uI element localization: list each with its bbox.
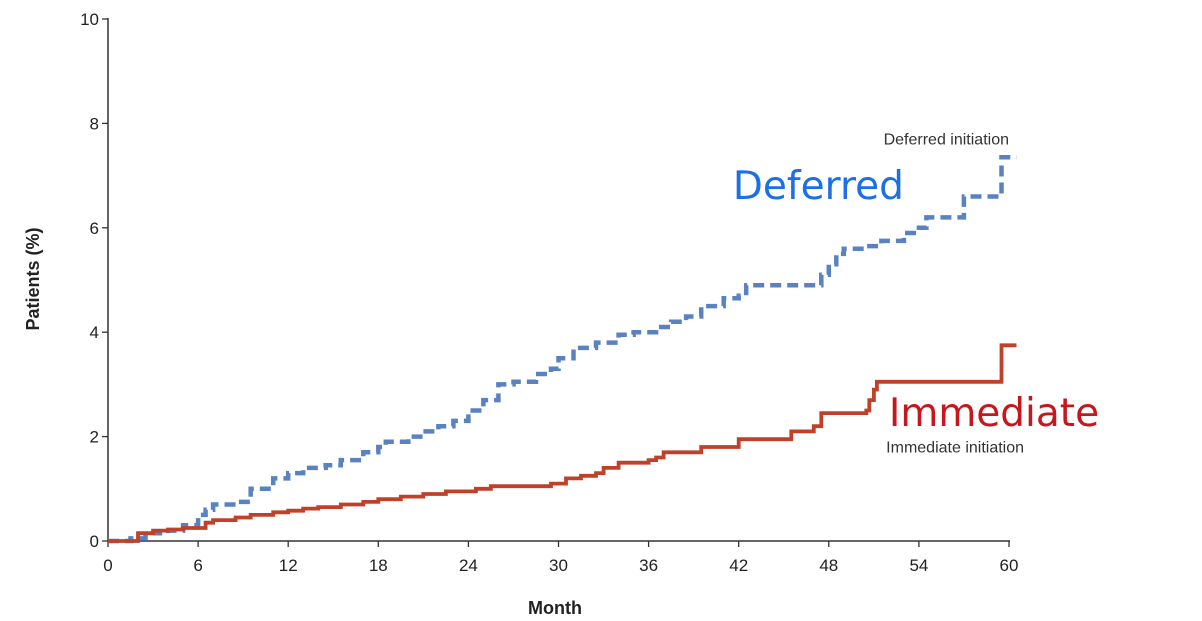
x-tick-label: 12 (279, 556, 298, 575)
x-tick-label: 42 (729, 556, 748, 575)
x-tick-label: 0 (103, 556, 112, 575)
y-ticks: 0 2 4 6 8 10 (80, 10, 108, 551)
big-label-3: Immediate (889, 391, 1099, 436)
x-tick-label: 30 (549, 556, 568, 575)
y-axis-title: Patients (%) (23, 227, 43, 330)
annotation-layer: Deferred initiation Immediate initiation D… (733, 131, 1099, 456)
x-tick-label: 54 (909, 556, 928, 575)
big-label-2: Deferred (733, 164, 904, 209)
x-axis-title: Month (528, 598, 582, 618)
x-tick-label: 18 (369, 556, 388, 575)
x-tick-label: 24 (459, 556, 478, 575)
y-tick-label: 10 (80, 10, 99, 29)
y-tick-label: 2 (90, 428, 99, 447)
deferred-series-line (108, 155, 1017, 544)
x-tick-label: 48 (819, 556, 838, 575)
series-layer (108, 155, 1017, 544)
y-tick-label: 6 (90, 219, 99, 238)
x-tick-label: 36 (639, 556, 658, 575)
y-tick-label: 8 (90, 114, 99, 133)
axes (107, 18, 1010, 542)
x-tick-label: 6 (193, 556, 202, 575)
y-tick-label: 0 (90, 532, 99, 551)
x-ticks: 0 6 12 18 24 30 36 42 48 54 60 (103, 541, 1018, 575)
immediate-series-line (108, 343, 1017, 543)
series-label-0: Deferred initiation (884, 131, 1009, 148)
x-tick-label: 60 (1000, 556, 1019, 575)
y-tick-label: 4 (90, 323, 99, 342)
series-label-1: Immediate initiation (886, 439, 1024, 456)
